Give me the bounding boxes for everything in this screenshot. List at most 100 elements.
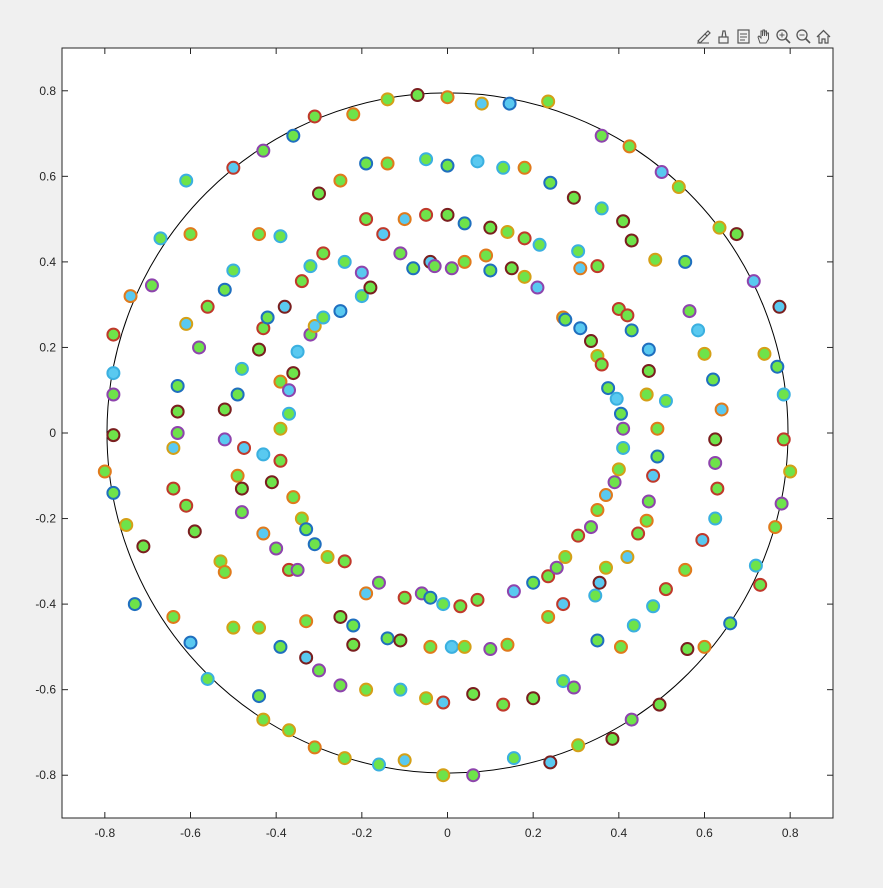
scatter-point: [299, 522, 314, 537]
scatter-point: [307, 740, 322, 755]
scatter-point: [526, 691, 541, 706]
zoom-in-icon[interactable]: [774, 27, 792, 45]
scatter-point: [654, 165, 669, 180]
scatter-point: [590, 503, 605, 517]
scatter-point: [179, 316, 194, 331]
ticks-layer: -0.8 -0.6 -0.4 -0.2 0 0.2 0.4 0.6 0.8 0.8 0.6 0.4 0.…: [35, 48, 833, 840]
scatter-point: [483, 220, 498, 235]
scatter-point: [500, 637, 515, 652]
scatter-point: [641, 494, 656, 509]
scatter-point: [286, 128, 301, 143]
scatter-point: [273, 453, 288, 468]
scatter-point: [127, 597, 142, 612]
scatter-point: [483, 642, 498, 657]
axes-frame: [61, 47, 834, 819]
scatter-point: [359, 586, 374, 601]
scatter-point: [626, 618, 641, 633]
points-layer: [97, 88, 798, 783]
scatter-point: [166, 440, 181, 455]
scatter-point: [200, 299, 215, 314]
scatter-point: [583, 334, 598, 349]
scatter-point: [256, 447, 271, 462]
scatter-point: [119, 517, 134, 532]
scatter-point: [359, 682, 374, 697]
scatter-point: [641, 363, 656, 378]
scatter-point: [506, 584, 521, 599]
scatter-point: [406, 261, 421, 276]
scatter-point: [506, 751, 521, 766]
scatter-point: [299, 650, 314, 665]
axes-toolbar: [694, 27, 832, 45]
scatter-point: [423, 590, 438, 605]
scatter-point: [697, 639, 712, 654]
scatter-point: [748, 558, 763, 573]
scatter-point: [234, 505, 249, 520]
zoom-out-icon[interactable]: [794, 27, 812, 45]
scatter-point: [646, 468, 661, 483]
scatter-point: [631, 526, 646, 541]
scatter-point: [166, 609, 181, 624]
scatter-point: [179, 498, 194, 513]
scatter-point: [144, 278, 159, 293]
insert-icon[interactable]: [734, 27, 752, 45]
scatter-point: [708, 511, 723, 526]
scatter-point: [590, 259, 605, 274]
scatter-point: [252, 620, 267, 635]
scatter-point: [440, 90, 455, 105]
scatter-point: [483, 263, 498, 278]
scatter-point: [457, 254, 472, 269]
scatter-point: [695, 532, 710, 547]
scatter-point: [526, 575, 541, 590]
scatter-point: [106, 366, 121, 381]
scatter-point: [273, 374, 288, 389]
scatter-point: [624, 323, 639, 338]
scatter-point: [646, 599, 661, 614]
scatter-point: [671, 180, 686, 195]
scatter-point: [620, 308, 635, 323]
scatter-point: [541, 569, 556, 584]
scatter-point: [166, 481, 181, 496]
scatter-point: [496, 160, 511, 175]
scatter-point: [282, 406, 297, 421]
scatter-point: [312, 663, 326, 678]
scatter-point: [746, 274, 761, 289]
scatter-point: [436, 695, 451, 710]
scatter-point: [620, 550, 635, 565]
scatter-point: [571, 738, 586, 753]
scatter-point: [346, 618, 361, 633]
scatter-point: [179, 173, 194, 188]
scatter-point: [234, 481, 249, 496]
scatter-point: [658, 582, 673, 597]
scatter-point: [549, 560, 564, 575]
scatter-point: [273, 421, 288, 436]
scatter-point: [594, 201, 609, 216]
scatter-point: [256, 526, 271, 541]
scatter-point: [217, 402, 232, 417]
scatter-point: [466, 686, 481, 701]
y-tick-label: 0.2: [39, 340, 56, 354]
scatter-point: [571, 244, 586, 259]
x-tick-label: -0.2: [351, 826, 372, 840]
scatter-point: [770, 359, 785, 374]
scatter-point: [337, 554, 352, 569]
scatter-point: [282, 383, 297, 398]
y-tick-label: 0: [49, 426, 56, 440]
home-icon[interactable]: [814, 27, 832, 45]
scatter-point: [616, 440, 631, 455]
scatter-point: [598, 488, 613, 503]
pan-icon[interactable]: [754, 27, 772, 45]
scatter-point: [354, 265, 369, 280]
scatter-point: [187, 524, 202, 539]
scatter-point: [697, 346, 712, 361]
scatter-point: [500, 224, 515, 239]
brush-icon[interactable]: [694, 27, 712, 45]
scatter-point: [470, 154, 485, 169]
scatter-point: [277, 299, 292, 314]
scatter-point: [502, 96, 517, 111]
x-tick-label: 0.8: [782, 826, 799, 840]
scatter-point: [714, 402, 729, 417]
scatter-point: [678, 254, 693, 269]
scatter-point: [708, 455, 723, 470]
scatter-point: [648, 252, 663, 267]
data-tips-icon[interactable]: [714, 27, 732, 45]
